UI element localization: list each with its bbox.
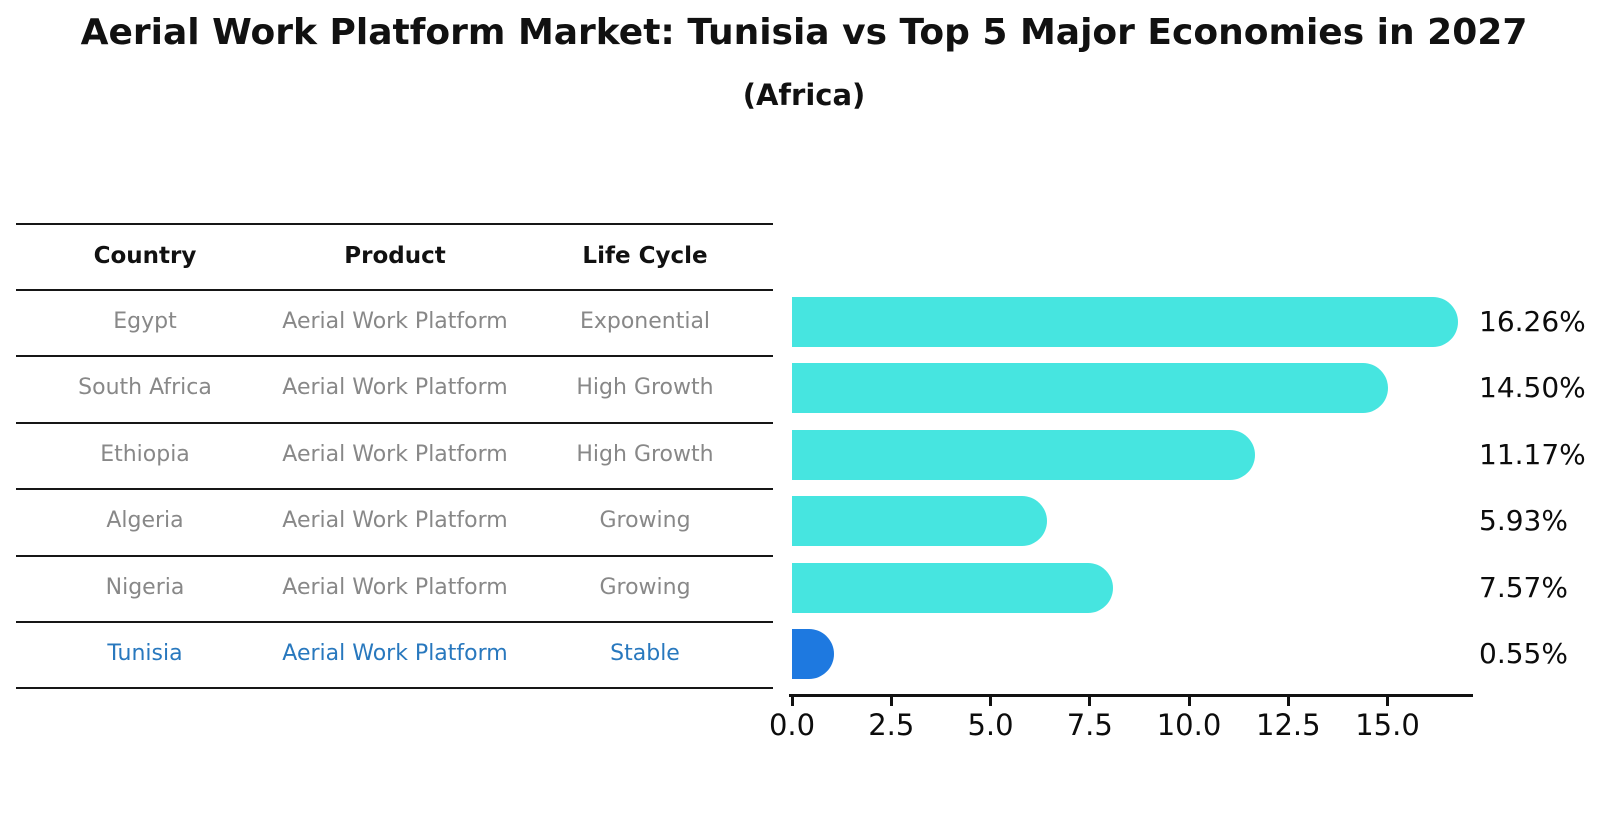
x-tick-label: 10.0 xyxy=(1156,708,1222,742)
table-header-country: Country xyxy=(93,242,197,269)
table-cell-country: Tunisia xyxy=(107,641,183,666)
table-header-life-cycle: Life Cycle xyxy=(582,242,708,269)
bar-algeria xyxy=(792,496,1048,547)
x-tick-label: 15.0 xyxy=(1355,708,1420,742)
table-cell-country: South Africa xyxy=(78,375,212,401)
table-cell-life_cycle: Growing xyxy=(599,574,691,600)
bar-south-africa xyxy=(792,363,1388,414)
table-cell-product: Aerial Work Platform xyxy=(282,309,508,334)
x-axis-line xyxy=(789,694,1473,697)
chart-subtitle: (Africa) xyxy=(742,78,866,112)
table-cell-life_cycle: Exponential xyxy=(579,309,711,334)
x-tick-mark xyxy=(1286,697,1290,706)
table-cell-country: Egypt xyxy=(113,309,177,334)
table-bottom-rule xyxy=(16,687,773,690)
table-cell-life_cycle: Stable xyxy=(610,641,680,666)
x-tick-label: 7.5 xyxy=(1066,708,1113,742)
x-tick-mark xyxy=(790,697,794,706)
table-row-rule xyxy=(16,554,773,557)
bar-value-label: 11.17% xyxy=(1479,437,1586,471)
table-cell-product: Aerial Work Platform xyxy=(282,641,508,666)
x-tick-mark xyxy=(1386,697,1389,706)
x-tick-label: 5.0 xyxy=(967,708,1014,742)
table-row-rule xyxy=(16,355,773,358)
x-tick-mark xyxy=(889,697,893,706)
table-cell-product: Aerial Work Platform xyxy=(282,375,508,401)
bar-egypt xyxy=(792,297,1458,347)
table-cell-country: Ethiopia xyxy=(100,441,190,467)
table-row-rule xyxy=(16,621,773,623)
bar-ethiopia xyxy=(792,429,1256,480)
bar-value-label: 0.55% xyxy=(1479,637,1568,670)
table-row-rule xyxy=(16,289,773,291)
bar-value-label: 16.26% xyxy=(1479,305,1586,338)
chart-title: Aerial Work Platform Market: Tunisia vs … xyxy=(80,12,1528,53)
table-cell-life_cycle: High Growth xyxy=(576,441,714,467)
bar-highlight-tunisia xyxy=(792,629,834,679)
table-cell-life_cycle: High Growth xyxy=(576,375,714,401)
table-cell-country: Algeria xyxy=(106,508,184,534)
table-row-rule xyxy=(16,488,773,491)
table-cell-life_cycle: Growing xyxy=(599,508,691,534)
x-tick-label: 12.5 xyxy=(1256,708,1321,742)
bar-value-label: 14.50% xyxy=(1479,371,1586,405)
table-row-rule xyxy=(16,421,773,424)
bar-value-label: 7.57% xyxy=(1479,570,1568,604)
table-top-rule xyxy=(16,222,773,225)
bar-value-label: 5.93% xyxy=(1479,504,1568,538)
bar-nigeria xyxy=(792,562,1113,613)
x-tick-mark xyxy=(989,697,992,706)
x-tick-label: 0.0 xyxy=(768,708,816,742)
table-cell-country: Nigeria xyxy=(105,574,185,600)
table-cell-product: Aerial Work Platform xyxy=(282,574,508,600)
table-cell-product: Aerial Work Platform xyxy=(282,441,508,467)
x-tick-mark xyxy=(1088,697,1092,706)
x-tick-mark xyxy=(1187,697,1191,706)
table-header-product: Product xyxy=(344,242,446,269)
table-cell-product: Aerial Work Platform xyxy=(282,508,508,534)
x-tick-label: 2.5 xyxy=(868,708,915,742)
